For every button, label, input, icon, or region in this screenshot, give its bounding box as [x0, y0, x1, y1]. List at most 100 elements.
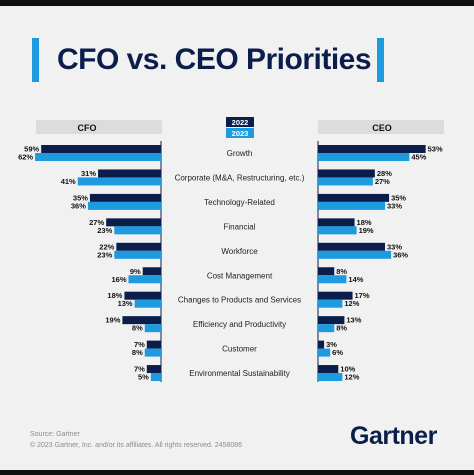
bar-ceo-2023	[318, 250, 392, 259]
value-label-cfo-2022: 18%	[107, 291, 122, 300]
category-label: Environmental Sustainability	[189, 369, 290, 378]
category-label: Workforce	[221, 247, 258, 256]
bar-ceo-2023	[318, 226, 357, 235]
title-accent-left	[32, 38, 39, 82]
bar-ceo-2022	[318, 291, 353, 300]
top-border	[0, 0, 474, 6]
value-label-ceo-2022: 28%	[377, 169, 392, 178]
value-label-ceo-2023: 12%	[344, 299, 359, 308]
value-label-ceo-2023: 45%	[411, 153, 426, 162]
bar-cfo-2023	[134, 299, 161, 308]
bar-cfo-2023	[150, 373, 161, 382]
bar-ceo-2023	[318, 373, 343, 382]
legend-2022-label: 2022	[232, 118, 249, 127]
title-accent-right	[377, 38, 384, 82]
bar-cfo-2022	[142, 267, 161, 276]
category-label: Growth	[227, 149, 253, 158]
bar-cfo-2023	[87, 201, 161, 210]
bar-cfo-2022	[98, 169, 161, 178]
ceo-panel-header	[318, 120, 444, 134]
value-label-cfo-2023: 36%	[71, 201, 86, 210]
bottom-border	[0, 470, 474, 475]
value-label-ceo-2022: 33%	[387, 242, 402, 251]
value-label-cfo-2023: 8%	[132, 348, 143, 357]
category-label: Corporate (M&A, Restructuring, etc.)	[175, 173, 305, 182]
value-label-ceo-2022: 3%	[326, 340, 337, 349]
bar-ceo-2022	[318, 365, 339, 374]
bar-cfo-2022	[116, 242, 161, 251]
value-label-ceo-2023: 27%	[375, 177, 390, 186]
value-label-cfo-2022: 22%	[99, 242, 114, 251]
value-label-ceo-2023: 12%	[344, 373, 359, 382]
bar-cfo-2023	[144, 324, 161, 333]
value-label-ceo-2023: 8%	[336, 324, 347, 333]
page-title: CFO vs. CEO Priorities	[56, 43, 372, 76]
bar-ceo-2022	[318, 316, 345, 325]
bar-ceo-2023	[318, 348, 331, 357]
bar-ceo-2022	[318, 169, 375, 178]
bar-ceo-2022	[318, 218, 355, 227]
value-label-cfo-2022: 9%	[130, 267, 141, 276]
bar-cfo-2022	[89, 193, 161, 202]
bar-ceo-2022	[318, 340, 325, 349]
bar-cfo-2022	[106, 218, 161, 227]
bar-cfo-2022	[41, 145, 161, 153]
gartner-logo: Gartner	[350, 422, 437, 450]
value-label-cfo-2023: 23%	[97, 226, 112, 235]
value-label-ceo-2022: 13%	[346, 316, 361, 325]
value-label-ceo-2023: 19%	[359, 226, 374, 235]
bar-cfo-2022	[146, 365, 161, 374]
value-label-cfo-2022: 7%	[134, 365, 145, 374]
value-label-ceo-2022: 35%	[391, 193, 406, 202]
legend-2023-label: 2023	[232, 129, 249, 138]
bar-ceo-2023	[318, 299, 343, 308]
bar-cfo-2022	[124, 291, 161, 300]
ceo-panel-label: CEO	[372, 123, 392, 133]
cfo-panel-header	[36, 120, 162, 134]
bar-cfo-2023	[35, 153, 161, 161]
value-label-ceo-2023: 33%	[387, 201, 402, 210]
category-label: Cost Management	[207, 271, 273, 280]
value-label-cfo-2023: 8%	[132, 324, 143, 333]
value-label-cfo-2023: 23%	[97, 250, 112, 259]
value-label-ceo-2022: 53%	[428, 145, 443, 154]
category-label: Changes to Products and Services	[178, 296, 301, 305]
bar-cfo-2023	[77, 177, 161, 186]
category-label: Technology-Related	[204, 198, 275, 207]
category-label: Efficiency and Productivity	[193, 320, 286, 329]
bar-ceo-2023	[318, 153, 410, 161]
bar-ceo-2023	[318, 324, 335, 333]
bar-cfo-2023	[128, 275, 161, 284]
copyright-note: © 2023 Gartner, Inc. and/or its affiliat…	[30, 442, 243, 449]
value-label-cfo-2022: 35%	[73, 193, 88, 202]
value-label-cfo-2023: 13%	[118, 299, 133, 308]
value-label-cfo-2023: 16%	[111, 275, 126, 284]
bar-ceo-2023	[318, 201, 386, 210]
bar-ceo-2023	[318, 275, 347, 284]
category-label: Financial	[223, 222, 255, 231]
category-label: Customer	[222, 345, 257, 354]
cfo-panel-label: CFO	[78, 123, 97, 133]
bar-cfo-2022	[122, 316, 161, 325]
value-label-cfo-2022: 7%	[134, 340, 145, 349]
bar-cfo-2022	[146, 340, 161, 349]
source-note: Source: Gartner	[30, 431, 80, 438]
value-label-cfo-2023: 41%	[61, 177, 76, 186]
value-label-cfo-2022: 31%	[81, 169, 96, 178]
bar-cfo-2023	[114, 250, 161, 259]
bar-ceo-2022	[318, 267, 335, 276]
legend-2022-swatch	[226, 117, 254, 127]
value-label-cfo-2023: 5%	[138, 373, 149, 382]
value-label-cfo-2022: 27%	[89, 218, 104, 227]
bar-ceo-2022	[318, 145, 426, 153]
value-label-ceo-2022: 8%	[336, 267, 347, 276]
value-label-ceo-2023: 36%	[393, 250, 408, 259]
value-label-cfo-2022: 19%	[105, 316, 120, 325]
value-label-cfo-2022: 59%	[24, 145, 39, 154]
bar-cfo-2023	[144, 348, 161, 357]
value-label-ceo-2022: 10%	[340, 365, 355, 374]
legend-2023-swatch	[226, 128, 254, 138]
bar-ceo-2022	[318, 193, 390, 202]
